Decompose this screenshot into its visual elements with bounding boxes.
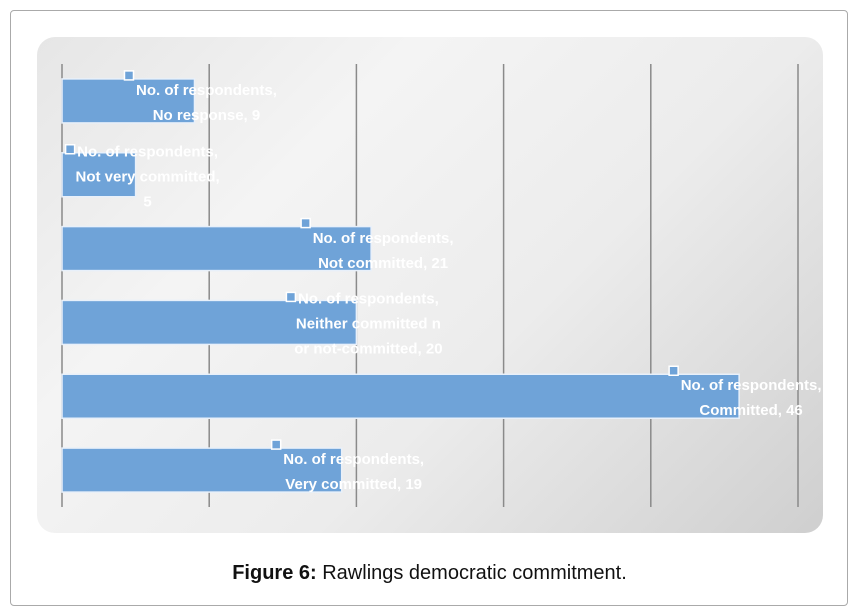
label-marker	[64, 144, 76, 155]
data-label: No. of respondents, Neither committed no…	[294, 290, 443, 358]
caption: Figure 6: Rawlings democratic commitment…	[0, 562, 859, 585]
data-label: No. of respondents, Not committed, 21	[312, 229, 454, 272]
data-label: No. of respondents, Committed, 46	[680, 377, 822, 420]
bar	[61, 299, 358, 346]
label-marker	[300, 217, 311, 229]
bar	[61, 373, 740, 419]
caption-text: Rawlings democratic commitment.	[322, 562, 627, 584]
bar	[61, 225, 372, 272]
frame	[10, 10, 848, 606]
caption-label: Figure 6:	[232, 562, 317, 584]
bar	[61, 447, 343, 493]
label-marker	[270, 439, 282, 450]
data-label: No. of respondents, Very committed, 19	[283, 451, 425, 494]
data-label: No. of respondents, Not very committed, …	[75, 143, 220, 211]
data-label: No. of respondents, No response, 9	[136, 81, 277, 124]
bar	[61, 152, 137, 198]
label-marker	[123, 70, 135, 81]
label-marker	[668, 365, 679, 376]
bar	[61, 78, 196, 124]
label-marker	[285, 291, 297, 303]
